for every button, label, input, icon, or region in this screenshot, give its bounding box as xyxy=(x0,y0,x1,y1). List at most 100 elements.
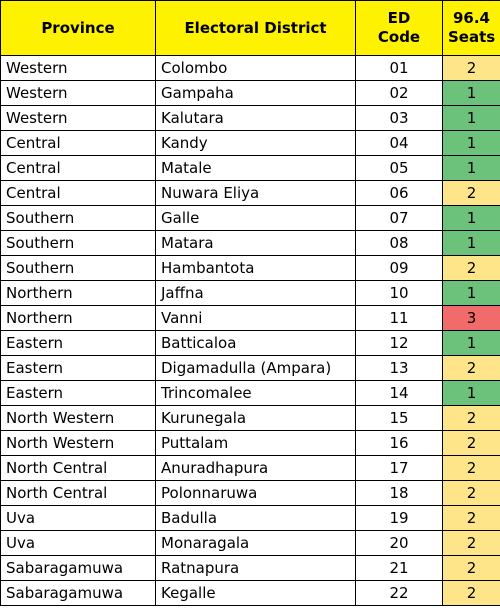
table-row: Western Kalutara 03 1 xyxy=(0,105,500,131)
district-cell: Hambantota xyxy=(155,255,356,281)
seats-cell: 2 xyxy=(442,455,500,481)
table-row: Western Gampaha 02 1 xyxy=(0,80,500,106)
table-row: Central Nuwara Eliya 06 2 xyxy=(0,180,500,206)
province-cell: Central xyxy=(0,155,156,181)
district-cell: Matara xyxy=(155,230,356,256)
province-cell: Sabaragamuwa xyxy=(0,580,156,606)
table-row: Eastern Trincomalee 14 1 xyxy=(0,380,500,406)
table-row: Southern Matara 08 1 xyxy=(0,230,500,256)
province-cell: Northern xyxy=(0,305,156,331)
header-district: Electoral District xyxy=(155,0,356,56)
ed-code-cell: 15 xyxy=(355,405,443,431)
district-cell: Batticaloa xyxy=(155,330,356,356)
province-cell: Eastern xyxy=(0,330,156,356)
table-row: Western Colombo 01 2 xyxy=(0,55,500,81)
ed-code-cell: 16 xyxy=(355,430,443,456)
table-row: Central Kandy 04 1 xyxy=(0,130,500,156)
ed-code-cell: 06 xyxy=(355,180,443,206)
table-row: North Western Puttalam 16 2 xyxy=(0,430,500,456)
district-cell: Colombo xyxy=(155,55,356,81)
table-row: North Western Kurunegala 15 2 xyxy=(0,405,500,431)
province-cell: Southern xyxy=(0,230,156,256)
district-cell: Matale xyxy=(155,155,356,181)
seats-cell: 2 xyxy=(442,580,500,606)
district-cell: Galle xyxy=(155,205,356,231)
district-cell: Kegalle xyxy=(155,580,356,606)
ed-code-cell: 05 xyxy=(355,155,443,181)
seats-cell: 1 xyxy=(442,155,500,181)
seats-cell: 2 xyxy=(442,505,500,531)
district-cell: Badulla xyxy=(155,505,356,531)
header-seats-line1: 96.4 xyxy=(452,9,490,27)
ed-code-cell: 18 xyxy=(355,480,443,506)
table-row: Northern Jaffna 10 1 xyxy=(0,280,500,306)
district-cell: Kandy xyxy=(155,130,356,156)
district-cell: Trincomalee xyxy=(155,380,356,406)
ed-code-cell: 07 xyxy=(355,205,443,231)
district-cell: Gampaha xyxy=(155,80,356,106)
district-cell: Kalutara xyxy=(155,105,356,131)
ed-code-cell: 04 xyxy=(355,130,443,156)
seats-cell: 1 xyxy=(442,80,500,106)
table-row: Uva Badulla 19 2 xyxy=(0,505,500,531)
ed-code-cell: 13 xyxy=(355,355,443,381)
header-province: Province xyxy=(0,0,156,56)
seats-cell: 1 xyxy=(442,130,500,156)
seats-cell: 2 xyxy=(442,355,500,381)
table-row: Sabaragamuwa Kegalle 22 2 xyxy=(0,580,500,606)
province-cell: Uva xyxy=(0,505,156,531)
province-cell: Eastern xyxy=(0,380,156,406)
table-row: Southern Galle 07 1 xyxy=(0,205,500,231)
seats-cell: 1 xyxy=(442,280,500,306)
header-ed-code-line2: Code xyxy=(377,28,421,46)
ed-code-cell: 22 xyxy=(355,580,443,606)
table-row: Eastern Batticaloa 12 1 xyxy=(0,330,500,356)
province-cell: Sabaragamuwa xyxy=(0,555,156,581)
header-seats-line2: Seats xyxy=(448,28,496,46)
ed-code-cell: 08 xyxy=(355,230,443,256)
province-cell: Uva xyxy=(0,530,156,556)
table-row: Uva Monaragala 20 2 xyxy=(0,530,500,556)
province-cell: Southern xyxy=(0,205,156,231)
table-row: North Central Anuradhapura 17 2 xyxy=(0,455,500,481)
seats-cell: 2 xyxy=(442,480,500,506)
ed-code-cell: 01 xyxy=(355,55,443,81)
ed-code-cell: 20 xyxy=(355,530,443,556)
table-row: Northern Vanni 11 3 xyxy=(0,305,500,331)
district-cell: Vanni xyxy=(155,305,356,331)
table-body: Western Colombo 01 2 Western Gampaha 02 1 Wester… xyxy=(0,55,500,606)
district-cell: Ratnapura xyxy=(155,555,356,581)
district-cell: Polonnaruwa xyxy=(155,480,356,506)
ed-code-cell: 17 xyxy=(355,455,443,481)
ed-code-cell: 02 xyxy=(355,80,443,106)
seats-cell: 2 xyxy=(442,255,500,281)
province-cell: Northern xyxy=(0,280,156,306)
table-row: Central Matale 05 1 xyxy=(0,155,500,181)
seats-cell: 2 xyxy=(442,430,500,456)
district-cell: Monaragala xyxy=(155,530,356,556)
table-row: Eastern Digamadulla (Ampara) 13 2 xyxy=(0,355,500,381)
ed-code-cell: 19 xyxy=(355,505,443,531)
district-cell: Anuradhapura xyxy=(155,455,356,481)
ed-code-cell: 10 xyxy=(355,280,443,306)
ed-code-cell: 11 xyxy=(355,305,443,331)
table-row: Southern Hambantota 09 2 xyxy=(0,255,500,281)
seats-cell: 2 xyxy=(442,180,500,206)
seats-cell: 1 xyxy=(442,105,500,131)
seats-cell: 1 xyxy=(442,330,500,356)
seats-cell: 2 xyxy=(442,405,500,431)
district-cell: Puttalam xyxy=(155,430,356,456)
header-seats: 96.4 Seats xyxy=(442,0,500,56)
seats-cell: 2 xyxy=(442,55,500,81)
ed-code-cell: 12 xyxy=(355,330,443,356)
province-cell: Central xyxy=(0,130,156,156)
ed-code-cell: 03 xyxy=(355,105,443,131)
province-cell: Southern xyxy=(0,255,156,281)
district-cell: Nuwara Eliya xyxy=(155,180,356,206)
header-ed-code-line1: ED xyxy=(387,9,411,27)
seats-cell: 1 xyxy=(442,380,500,406)
district-cell: Kurunegala xyxy=(155,405,356,431)
table-header: Province Electoral District ED Code 96.4… xyxy=(0,0,500,56)
province-cell: Western xyxy=(0,105,156,131)
